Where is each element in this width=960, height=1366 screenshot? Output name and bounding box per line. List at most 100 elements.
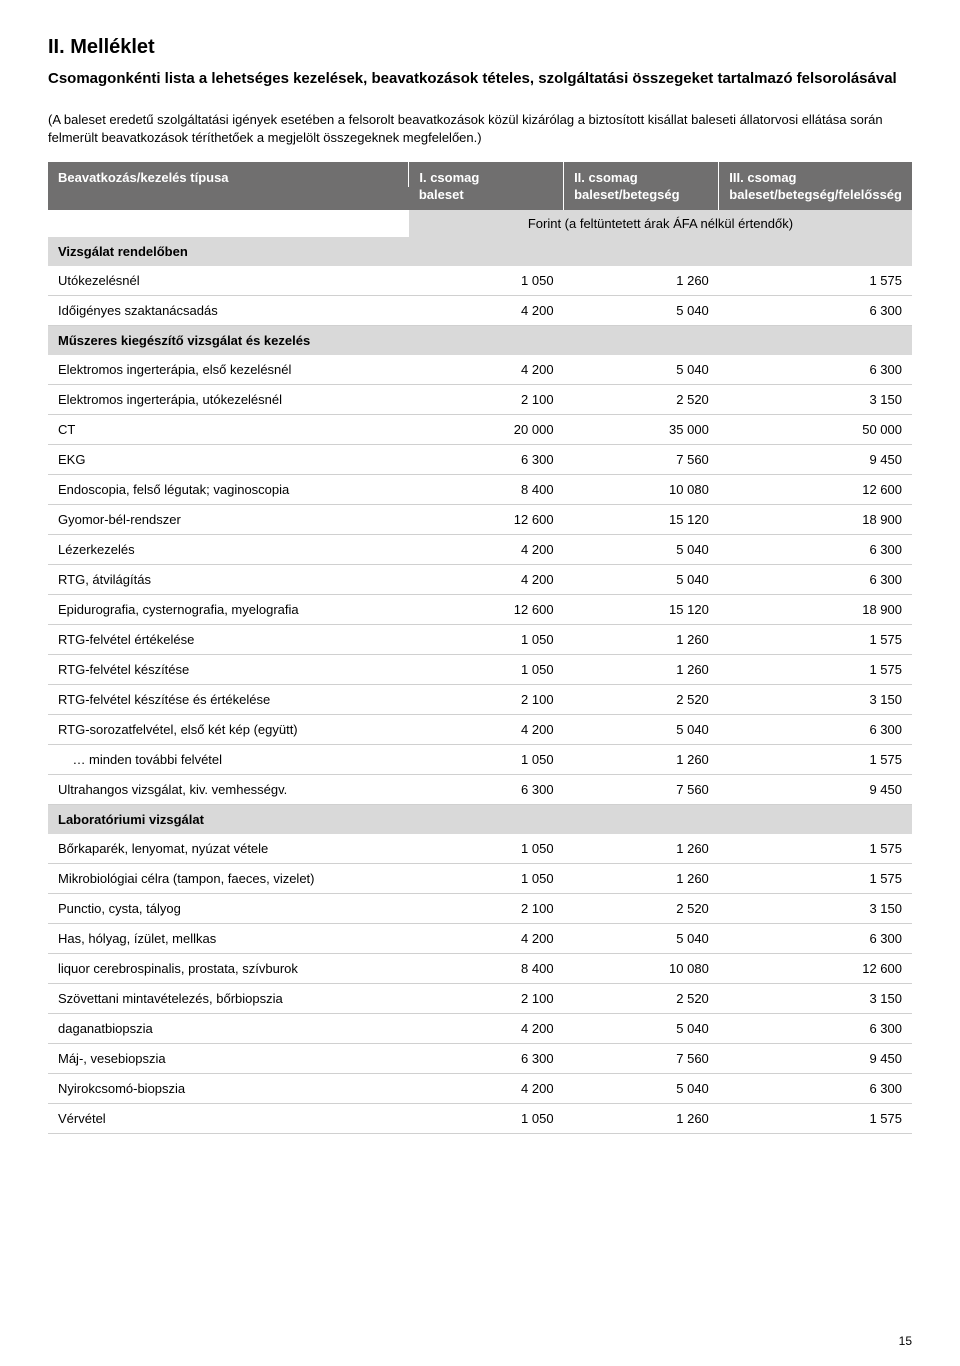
row-value: 6 300 [719,715,912,745]
header-sub: Forint (a feltüntetett árak ÁFA nélkül é… [409,210,912,237]
row-label: Utókezelésnél [48,266,409,296]
row-value: 2 520 [564,685,719,715]
row-label: Vérvétel [48,1104,409,1134]
row-label: Időigényes szaktanácsadás [48,296,409,326]
row-value: 4 200 [409,1074,564,1104]
row-value: 4 200 [409,1014,564,1044]
table-row: Vérvétel1 0501 2601 575 [48,1104,912,1134]
row-value: 5 040 [564,1074,719,1104]
row-value: 50 000 [719,415,912,445]
section-row: Laboratóriumi vizsgálat [48,805,912,835]
row-value: 6 300 [719,565,912,595]
row-value: 12 600 [719,475,912,505]
row-value: 1 575 [719,745,912,775]
row-value: 5 040 [564,924,719,954]
table-row: Elektromos ingerterápia, első kezelésnél… [48,355,912,385]
section-label: Vizsgálat rendelőben [48,237,912,266]
row-value: 2 100 [409,984,564,1014]
table-row: Ultrahangos vizsgálat, kiv. vemhességv.6… [48,775,912,805]
row-value: 4 200 [409,565,564,595]
row-value: 4 200 [409,924,564,954]
row-value: 4 200 [409,355,564,385]
table-row: Gyomor-bél-rendszer12 60015 12018 900 [48,505,912,535]
row-label: Nyirokcsomó-biopszia [48,1074,409,1104]
table-row: RTG-felvétel készítése1 0501 2601 575 [48,655,912,685]
row-value: 6 300 [719,355,912,385]
row-label: Endoscopia, felső légutak; vaginoscopia [48,475,409,505]
header-col3-bot: baleset/betegség [564,187,719,210]
row-value: 6 300 [409,445,564,475]
row-value: 8 400 [409,954,564,984]
row-value: 10 080 [564,954,719,984]
table-row: daganatbiopszia4 2005 0406 300 [48,1014,912,1044]
row-label: Elektromos ingerterápia, első kezelésnél [48,355,409,385]
table-row: … minden további felvétel1 0501 2601 575 [48,745,912,775]
row-value: 5 040 [564,715,719,745]
pricing-table: Beavatkozás/kezelés típusa I. csomag II.… [48,162,912,1134]
row-value: 1 260 [564,625,719,655]
row-value: 1 575 [719,1104,912,1134]
row-value: 2 100 [409,894,564,924]
row-value: 3 150 [719,385,912,415]
header-col4-bot: baleset/betegség/felelősség [719,187,912,210]
row-value: 1 050 [409,834,564,864]
row-label: CT [48,415,409,445]
row-value: 5 040 [564,355,719,385]
row-label: Elektromos ingerterápia, utókezelésnél [48,385,409,415]
table-row: EKG6 3007 5609 450 [48,445,912,475]
row-value: 1 260 [564,655,719,685]
table-body: Vizsgálat rendelőbenUtókezelésnél1 0501 … [48,237,912,1134]
intro-paragraph: (A baleset eredetű szolgáltatási igények… [48,111,912,146]
page-subtitle: Csomagonkénti lista a lehetséges kezelés… [48,69,912,89]
table-row: Has, hólyag, ízület, mellkas4 2005 0406 … [48,924,912,954]
header-col1: Beavatkozás/kezelés típusa [48,162,409,210]
row-label: Has, hólyag, ízület, mellkas [48,924,409,954]
row-value: 4 200 [409,296,564,326]
row-label: … minden további felvétel [48,745,409,775]
row-value: 1 260 [564,864,719,894]
table-row: liquor cerebrospinalis, prostata, szívbu… [48,954,912,984]
row-value: 7 560 [564,445,719,475]
row-value: 6 300 [719,296,912,326]
table-row: Bőrkaparék, lenyomat, nyúzat vétele1 050… [48,834,912,864]
row-value: 3 150 [719,685,912,715]
row-value: 7 560 [564,775,719,805]
table-row: RTG-sorozatfelvétel, első két kép (együt… [48,715,912,745]
header-col4-top: III. csomag [719,162,912,187]
row-value: 4 200 [409,715,564,745]
row-label: Mikrobiológiai célra (tampon, faeces, vi… [48,864,409,894]
row-label: Punctio, cysta, tályog [48,894,409,924]
row-value: 1 050 [409,864,564,894]
row-value: 1 575 [719,655,912,685]
row-value: 12 600 [409,595,564,625]
table-row: Lézerkezelés4 2005 0406 300 [48,535,912,565]
row-label: Máj-, vesebiopszia [48,1044,409,1074]
row-value: 2 100 [409,685,564,715]
row-value: 1 050 [409,1104,564,1134]
row-value: 12 600 [719,954,912,984]
row-value: 6 300 [719,535,912,565]
row-value: 6 300 [719,1014,912,1044]
row-value: 2 520 [564,385,719,415]
row-label: Bőrkaparék, lenyomat, nyúzat vétele [48,834,409,864]
row-value: 1 050 [409,266,564,296]
row-label: RTG-felvétel értékelése [48,625,409,655]
row-value: 3 150 [719,894,912,924]
row-label: RTG-felvétel készítése [48,655,409,685]
row-value: 5 040 [564,296,719,326]
row-value: 15 120 [564,595,719,625]
row-value: 1 575 [719,864,912,894]
row-value: 1 050 [409,745,564,775]
row-value: 5 040 [564,565,719,595]
row-value: 1 575 [719,266,912,296]
page-number: 15 [899,1334,912,1348]
row-label: Ultrahangos vizsgálat, kiv. vemhességv. [48,775,409,805]
row-value: 6 300 [719,924,912,954]
row-label: liquor cerebrospinalis, prostata, szívbu… [48,954,409,984]
row-value: 1 050 [409,655,564,685]
row-label: Epidurografia, cysternografia, myelograf… [48,595,409,625]
row-value: 1 050 [409,625,564,655]
table-row: Mikrobiológiai célra (tampon, faeces, vi… [48,864,912,894]
row-value: 6 300 [409,1044,564,1074]
row-label: daganatbiopszia [48,1014,409,1044]
